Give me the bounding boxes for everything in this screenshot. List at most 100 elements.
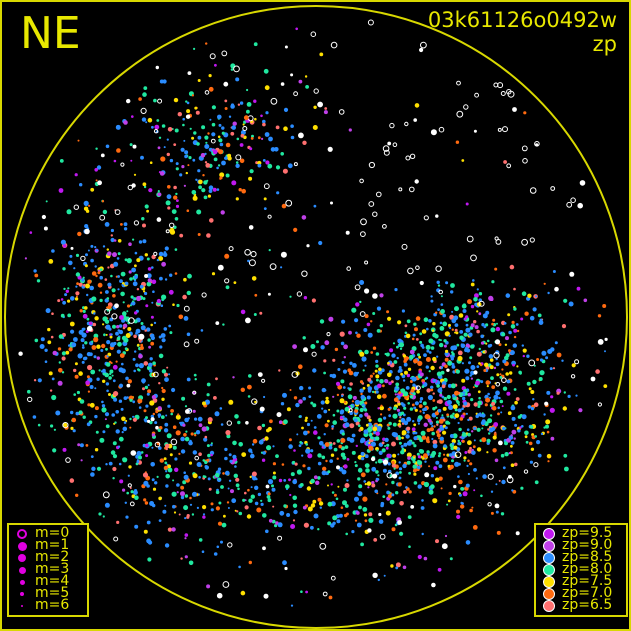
star-marker [513, 287, 516, 291]
star-marker [430, 129, 437, 136]
star-marker [391, 353, 396, 358]
star-marker [533, 364, 536, 367]
star-marker [480, 334, 485, 339]
star-marker [122, 488, 126, 492]
star-marker [525, 440, 529, 444]
star-marker [94, 316, 99, 321]
star-marker [398, 366, 402, 369]
star-marker [41, 214, 47, 220]
star-marker [457, 409, 461, 412]
star-marker [396, 408, 400, 412]
star-marker [292, 479, 298, 485]
star-marker [172, 303, 175, 307]
star-marker [104, 278, 108, 281]
star-marker [398, 391, 402, 394]
zp-color-swatch-icon [542, 600, 556, 612]
star-marker [443, 453, 446, 456]
star-marker [167, 527, 172, 532]
star-marker [490, 376, 494, 380]
star-marker [487, 418, 493, 424]
star-marker [456, 80, 461, 86]
star-marker [501, 479, 506, 485]
star-marker [228, 453, 232, 457]
star-marker [109, 317, 114, 322]
star-marker [159, 276, 163, 281]
star-marker [435, 416, 438, 419]
star-marker [192, 473, 198, 479]
star-marker [87, 249, 90, 252]
star-marker [482, 474, 487, 479]
star-marker [109, 369, 114, 374]
star-marker [439, 339, 442, 342]
star-marker [166, 138, 169, 141]
star-marker [143, 361, 149, 366]
star-marker [469, 446, 472, 450]
star-marker [513, 388, 517, 391]
star-marker [106, 355, 109, 358]
star-marker [461, 303, 467, 309]
star-marker [105, 324, 111, 330]
star-marker [435, 214, 439, 218]
star-marker [121, 416, 126, 422]
star-marker [461, 362, 464, 365]
star-marker [61, 371, 65, 374]
star-marker [455, 331, 459, 335]
star-marker [137, 398, 143, 404]
star-marker [426, 327, 429, 331]
star-marker [202, 515, 206, 519]
star-marker [381, 448, 386, 453]
star-marker [120, 223, 123, 226]
star-marker [94, 246, 97, 249]
star-marker [417, 353, 420, 357]
star-marker [330, 483, 333, 486]
star-marker [134, 264, 137, 268]
star-marker [379, 405, 385, 411]
star-marker [535, 143, 539, 147]
star-marker [157, 146, 161, 150]
star-marker [119, 279, 123, 283]
star-marker [354, 284, 361, 291]
star-marker [423, 407, 428, 412]
star-marker [242, 123, 245, 126]
star-marker [34, 273, 39, 278]
star-marker [230, 103, 235, 107]
star-marker [400, 450, 405, 455]
star-marker [64, 293, 68, 297]
star-marker [382, 224, 387, 229]
star-marker [417, 554, 422, 560]
star-marker [208, 86, 214, 92]
star-marker [211, 105, 216, 110]
star-marker [512, 343, 517, 348]
star-marker [60, 298, 64, 301]
star-marker [494, 503, 500, 509]
star-marker [202, 459, 206, 462]
star-marker [430, 388, 434, 392]
star-marker [134, 495, 139, 501]
star-marker [381, 441, 385, 445]
star-marker [407, 367, 412, 371]
star-marker [544, 401, 549, 406]
star-marker [383, 574, 386, 577]
star-marker [349, 411, 354, 416]
star-marker [461, 407, 464, 411]
star-marker [465, 202, 469, 206]
star-marker [165, 470, 168, 473]
star-marker [251, 471, 257, 477]
star-marker [324, 399, 330, 405]
star-marker [342, 455, 347, 460]
star-marker [188, 156, 192, 160]
star-marker [372, 346, 377, 350]
star-marker [502, 466, 506, 470]
star-marker [359, 380, 364, 384]
star-marker [196, 142, 200, 146]
star-marker [375, 461, 378, 464]
star-marker [94, 387, 97, 390]
star-marker [456, 110, 464, 118]
star-marker [561, 324, 567, 329]
star-marker [539, 358, 544, 362]
star-marker [395, 382, 400, 387]
star-marker [279, 510, 285, 516]
star-marker [225, 142, 231, 148]
star-marker [438, 289, 444, 295]
